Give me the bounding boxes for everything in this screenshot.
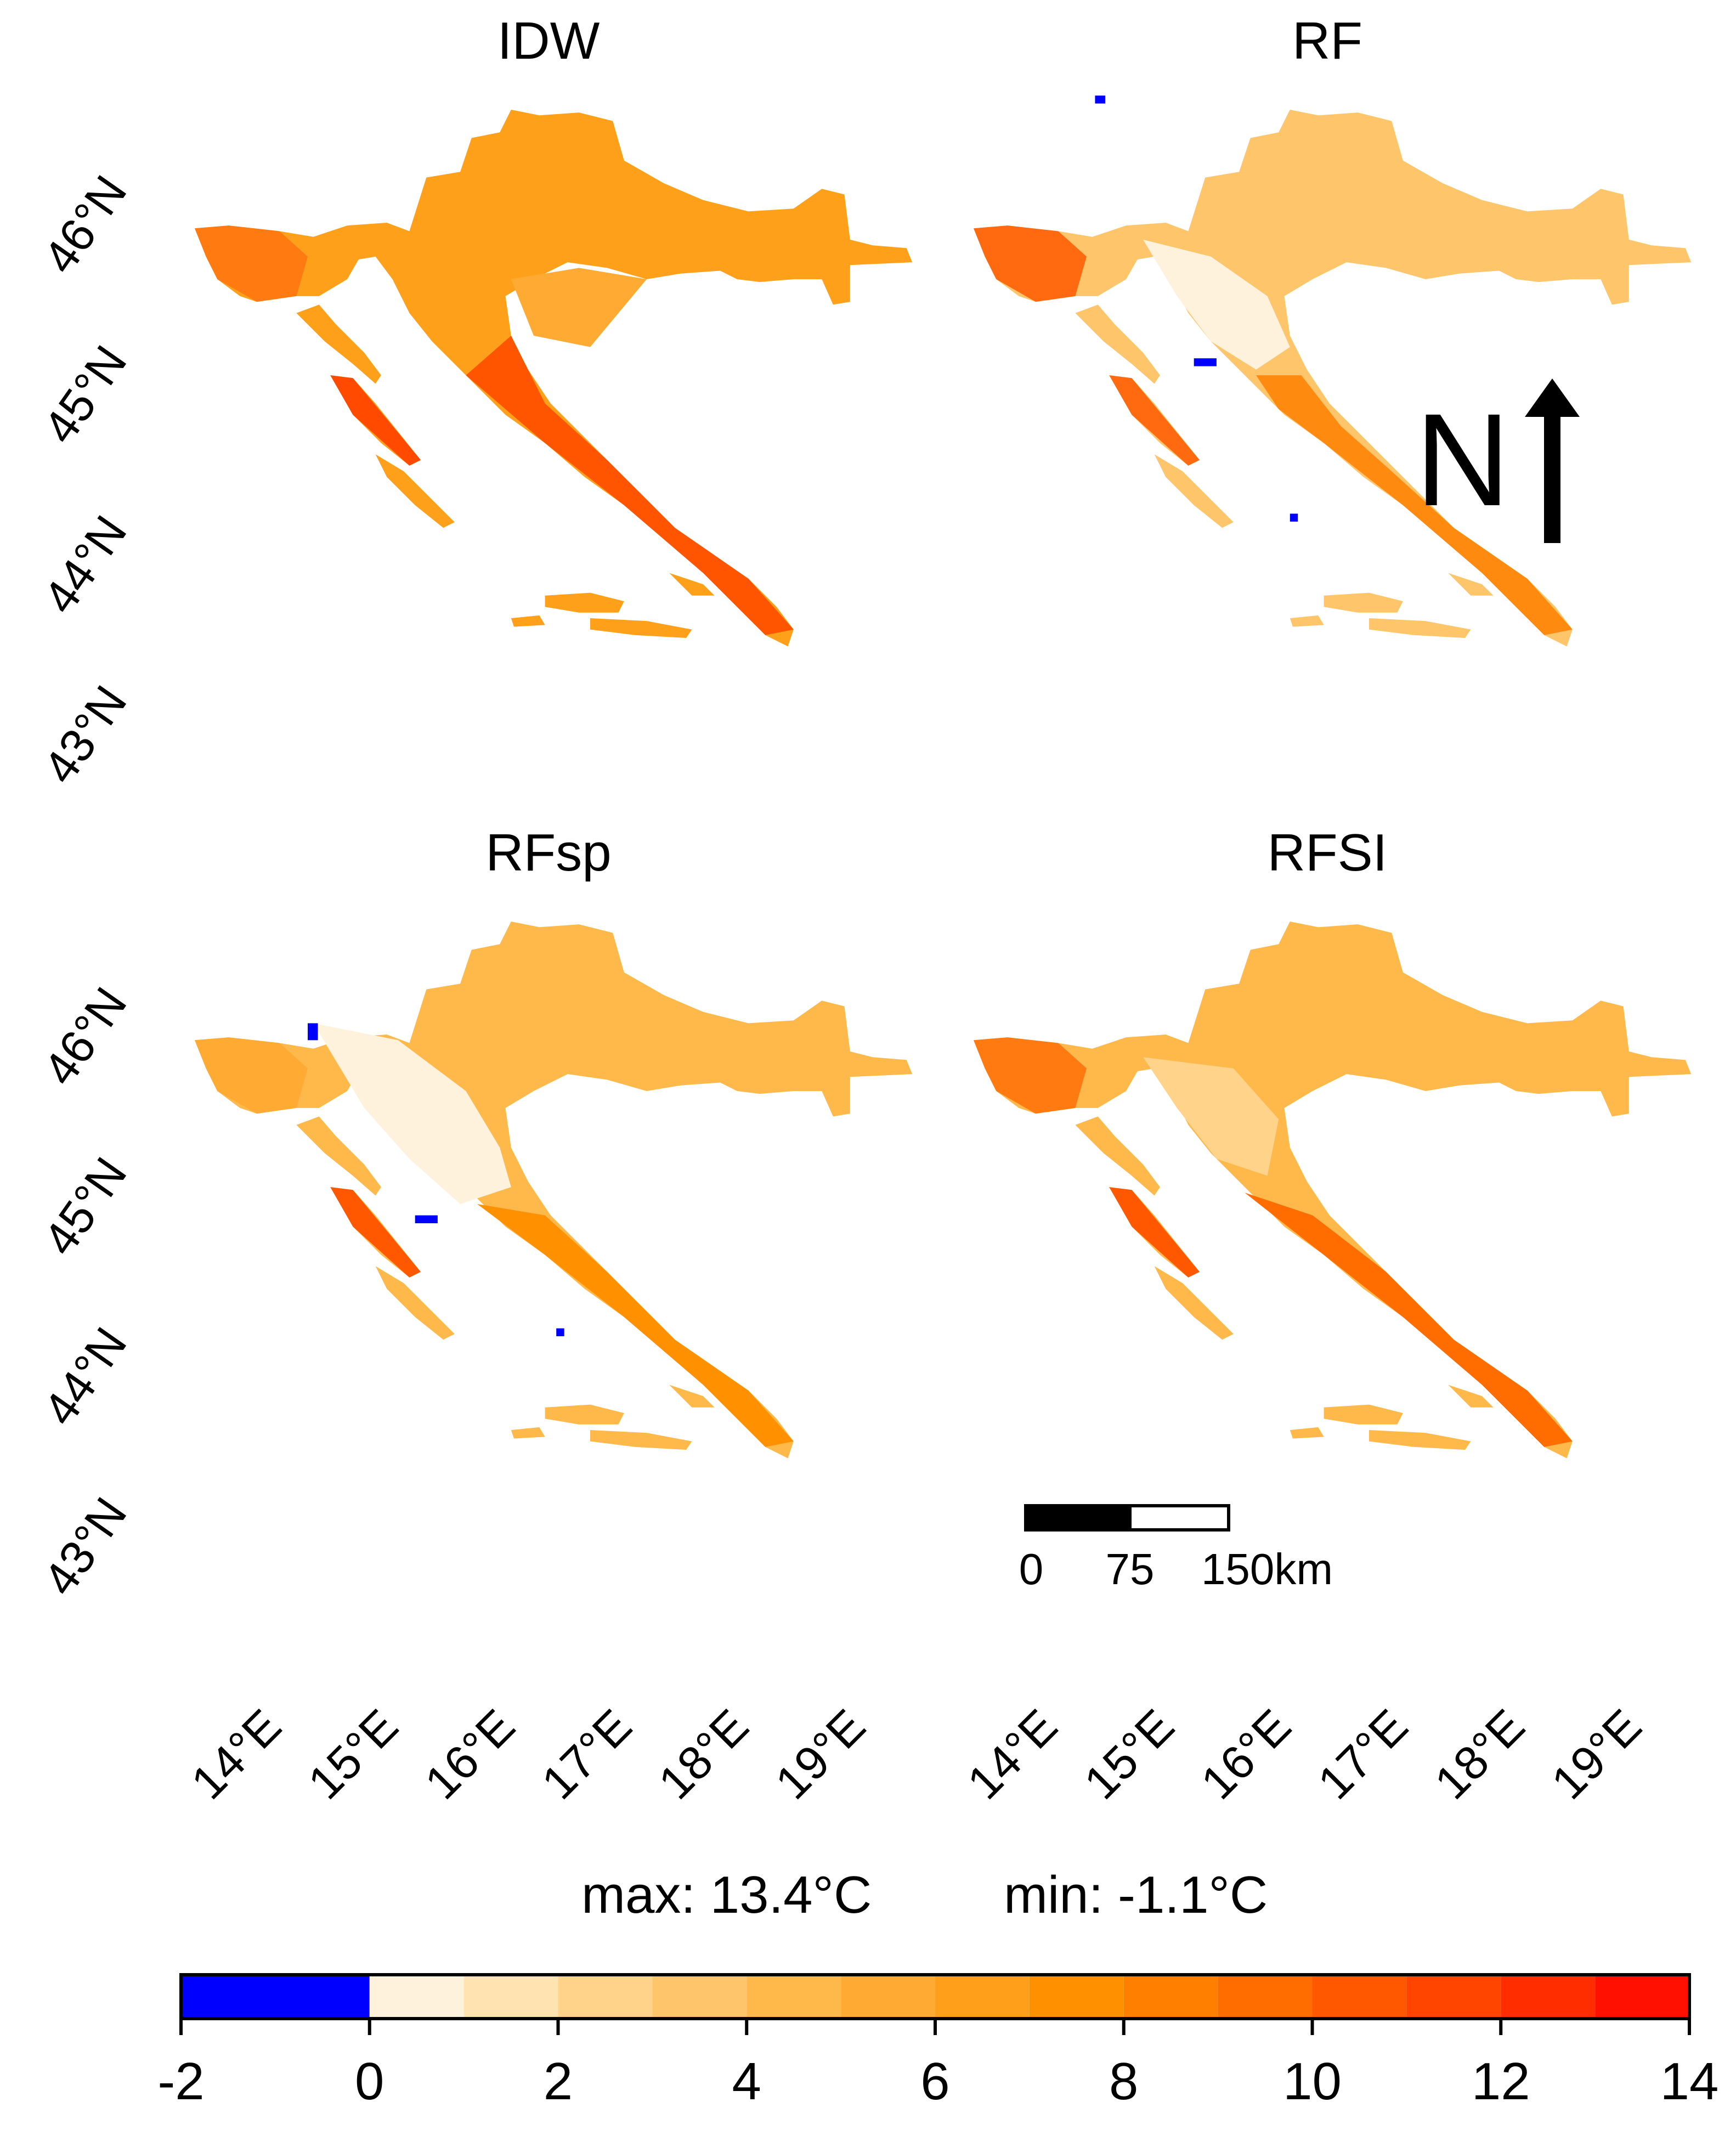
lon-label-right-3: 17°E xyxy=(1308,1699,1418,1810)
lon-label-right-4: 18°E xyxy=(1424,1699,1535,1810)
map-rfsi xyxy=(974,922,1692,1459)
lon-label-right-5: 19°E xyxy=(1541,1699,1652,1810)
legend-bin-1 xyxy=(369,1975,464,2019)
legend-tick-label-2: 2 xyxy=(543,2052,573,2111)
color-legend xyxy=(179,1973,1691,2035)
legend-tick-label-4: 6 xyxy=(920,2052,950,2111)
lon-label-left-1: 15°E xyxy=(298,1699,409,1810)
north-arrow-icon xyxy=(1525,378,1580,543)
legend-bin-11 xyxy=(1312,1975,1407,2019)
legend-tick-label-8: 14 xyxy=(1660,2052,1719,2111)
lon-label-left-4: 18°E xyxy=(648,1699,759,1810)
legend-bin-5 xyxy=(747,1975,841,2019)
panel-title-rfsi: RFSI xyxy=(1267,823,1388,882)
lon-label-right-1: 15°E xyxy=(1074,1699,1185,1810)
map-idw xyxy=(195,110,913,647)
legend-bin-10 xyxy=(1218,1975,1313,2019)
legend-tick-label-0: -2 xyxy=(157,2052,205,2111)
legend-bin-2 xyxy=(463,1975,558,2019)
legend-bin-6 xyxy=(841,1975,935,2019)
scale-label-75: 75 xyxy=(1105,1545,1155,1593)
legend-tick-label-5: 8 xyxy=(1109,2052,1139,2111)
stats-max: max: 13.4°C xyxy=(581,1866,872,1924)
lon-label-left-3: 17°E xyxy=(531,1699,642,1810)
lon-label-left-2: 16°E xyxy=(415,1699,525,1810)
legend-tick-label-6: 10 xyxy=(1283,2052,1342,2111)
legend-tick-label-3: 4 xyxy=(732,2052,761,2111)
lon-label-right-2: 16°E xyxy=(1191,1699,1302,1810)
legend-tick-label-1: 0 xyxy=(355,2052,384,2111)
legend-bin-3 xyxy=(558,1975,653,2019)
legend-bin-7 xyxy=(935,1975,1030,2019)
panel-title-rfsp: RFsp xyxy=(485,823,612,882)
map-rfsp xyxy=(195,922,913,1459)
scale-label-0: 0 xyxy=(1019,1545,1044,1593)
lon-label-right-0: 14°E xyxy=(957,1699,1068,1810)
scale-label-150km: 150km xyxy=(1201,1545,1333,1593)
legend-bin-14 xyxy=(1595,1975,1689,2019)
legend-tick-label-7: 12 xyxy=(1471,2052,1530,2111)
legend-bin-9 xyxy=(1123,1975,1218,2019)
legend-bin-0 xyxy=(181,1975,370,2019)
legend-bin-8 xyxy=(1029,1975,1124,2019)
legend-bin-4 xyxy=(652,1975,747,2019)
scale-bar xyxy=(1024,1504,1230,1532)
legend-bin-12 xyxy=(1406,1975,1501,2019)
legend-bin-13 xyxy=(1501,1975,1596,2019)
stats-min: min: -1.1°C xyxy=(1004,1866,1268,1924)
maps-svg xyxy=(195,95,1692,1459)
map-rf xyxy=(974,95,1692,647)
lon-label-left-0: 14°E xyxy=(181,1699,292,1810)
lon-label-left-5: 19°E xyxy=(765,1699,876,1810)
north-arrow-label: N xyxy=(1415,386,1511,533)
panel-title-idw: IDW xyxy=(497,12,600,70)
panel-title-rf: RF xyxy=(1292,12,1362,70)
